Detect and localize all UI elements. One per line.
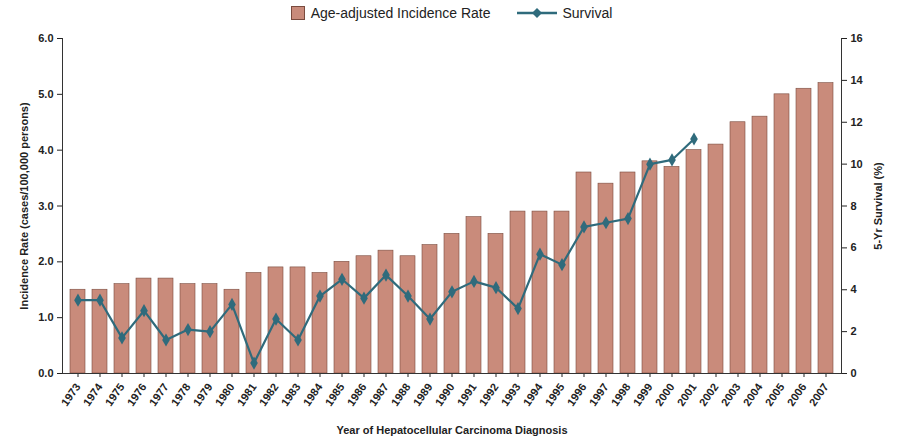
svg-text:4.0: 4.0 — [38, 144, 53, 156]
svg-text:1982: 1982 — [257, 381, 281, 408]
svg-text:8: 8 — [851, 200, 857, 212]
svg-text:1974: 1974 — [81, 380, 105, 408]
svg-text:12: 12 — [851, 116, 863, 128]
svg-text:1999: 1999 — [631, 381, 655, 408]
svg-text:10: 10 — [851, 158, 863, 170]
svg-text:1975: 1975 — [103, 381, 127, 408]
svg-text:6.0: 6.0 — [38, 32, 53, 44]
svg-text:1992: 1992 — [477, 381, 501, 408]
svg-text:2.0: 2.0 — [38, 255, 53, 267]
svg-text:Year of Hepatocellular Carcino: Year of Hepatocellular Carcinoma Diagnos… — [336, 424, 567, 436]
svg-text:1997: 1997 — [587, 381, 611, 408]
svg-text:2005: 2005 — [763, 381, 787, 408]
svg-text:0.0: 0.0 — [38, 367, 53, 379]
svg-text:2004: 2004 — [741, 380, 765, 408]
svg-text:2001: 2001 — [675, 381, 699, 408]
svg-text:1984: 1984 — [301, 380, 325, 408]
svg-text:1987: 1987 — [367, 381, 391, 408]
svg-text:1981: 1981 — [235, 381, 259, 408]
svg-text:1983: 1983 — [279, 381, 303, 408]
svg-text:1986: 1986 — [345, 381, 369, 408]
html-text:Survival: Survival — [562, 5, 613, 21]
svg-text:1985: 1985 — [323, 381, 347, 408]
svg-text:0: 0 — [851, 367, 857, 379]
svg-text:1988: 1988 — [389, 381, 413, 408]
svg-text:1994: 1994 — [521, 380, 545, 408]
svg-text:6: 6 — [851, 241, 857, 253]
svg-text:3.0: 3.0 — [38, 200, 53, 212]
svg-text:5-Yr Survival (%): 5-Yr Survival (%) — [872, 162, 884, 250]
svg-text:16: 16 — [851, 32, 863, 44]
svg-text:1.0: 1.0 — [38, 311, 53, 323]
svg-text:1991: 1991 — [455, 381, 479, 408]
svg-text:2000: 2000 — [653, 381, 677, 408]
svg-text:1976: 1976 — [125, 381, 149, 408]
svg-text:1998: 1998 — [609, 381, 633, 408]
svg-text:1995: 1995 — [543, 381, 567, 408]
svg-text:1973: 1973 — [59, 381, 83, 408]
svg-text:5.0: 5.0 — [38, 88, 53, 100]
svg-text:14: 14 — [851, 74, 864, 86]
svg-text:2003: 2003 — [719, 381, 743, 408]
svg-text:1989: 1989 — [411, 381, 435, 408]
svg-text:2: 2 — [851, 325, 857, 337]
svg-text:1977: 1977 — [147, 381, 171, 408]
svg-text:1980: 1980 — [213, 381, 237, 408]
svg-text:1993: 1993 — [499, 381, 523, 408]
svg-text:1978: 1978 — [169, 381, 193, 408]
svg-text:1979: 1979 — [191, 381, 215, 408]
svg-text:Incidence Rate (cases/100,000: Incidence Rate (cases/100,000 persons) — [18, 102, 30, 310]
svg-text:2002: 2002 — [697, 381, 721, 408]
svg-text:2006: 2006 — [785, 381, 809, 408]
svg-text:1996: 1996 — [565, 381, 589, 408]
svg-text:1990: 1990 — [433, 381, 457, 408]
svg-text:4: 4 — [851, 283, 858, 295]
html-text:Age-adjusted Incidence Rate: Age-adjusted Incidence Rate — [310, 5, 491, 21]
svg-text:2007: 2007 — [807, 381, 831, 408]
